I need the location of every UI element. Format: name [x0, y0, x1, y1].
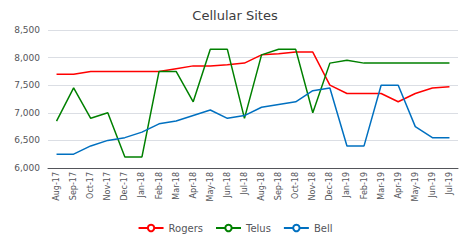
svg-text:Rogers: Rogers [169, 223, 203, 234]
svg-text:Sep-17: Sep-17 [69, 172, 78, 200]
svg-text:Bell: Bell [314, 223, 333, 234]
svg-text:Dec-17: Dec-17 [120, 172, 129, 201]
svg-text:Jan-18: Jan-18 [137, 172, 146, 198]
svg-text:6,500: 6,500 [14, 135, 40, 145]
svg-text:May-19: May-19 [411, 172, 420, 201]
svg-text:7,500: 7,500 [14, 80, 40, 90]
svg-text:Nov-18: Nov-18 [308, 172, 317, 200]
svg-text:Oct-17: Oct-17 [86, 172, 95, 199]
svg-text:8,000: 8,000 [14, 53, 40, 63]
svg-text:Cellular Sites: Cellular Sites [192, 8, 278, 23]
svg-text:Aug-17: Aug-17 [52, 172, 61, 201]
svg-text:Aug-18: Aug-18 [257, 172, 266, 201]
svg-text:May-18: May-18 [206, 172, 215, 201]
svg-text:Feb-19: Feb-19 [360, 172, 369, 199]
svg-text:Jun-19: Jun-19 [428, 172, 437, 199]
svg-text:Mar-19: Mar-19 [377, 172, 386, 200]
svg-text:Jul-19: Jul-19 [445, 172, 454, 196]
svg-text:7,000: 7,000 [14, 108, 40, 118]
svg-text:Apr-18: Apr-18 [189, 172, 198, 198]
svg-text:Apr-19: Apr-19 [394, 172, 403, 198]
svg-text:8,500: 8,500 [14, 25, 40, 35]
svg-text:Telus: Telus [245, 223, 271, 234]
svg-text:Sep-18: Sep-18 [274, 172, 283, 200]
svg-text:Oct-18: Oct-18 [291, 172, 300, 199]
svg-text:Nov-17: Nov-17 [103, 172, 112, 200]
svg-text:Dec-18: Dec-18 [325, 172, 334, 201]
svg-text:Mar-18: Mar-18 [172, 172, 181, 200]
svg-text:Feb-18: Feb-18 [155, 172, 164, 199]
svg-text:Jan-19: Jan-19 [342, 172, 351, 198]
svg-text:6,000: 6,000 [14, 163, 40, 173]
svg-text:Jun-18: Jun-18 [223, 172, 232, 199]
svg-text:Jul-18: Jul-18 [240, 172, 249, 196]
